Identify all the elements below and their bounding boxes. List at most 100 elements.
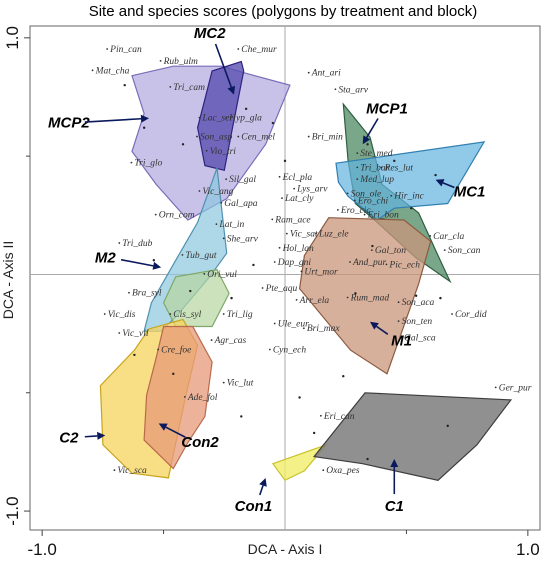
- species-point: [346, 192, 349, 195]
- species-point: [390, 194, 393, 197]
- species-label: Tri_bar: [360, 163, 389, 173]
- species-point: [181, 253, 184, 256]
- species-label: Ger_pur: [499, 383, 532, 393]
- species-point: [106, 48, 109, 50]
- label-arrowhead: [362, 135, 371, 145]
- polygon-m1: [298, 217, 432, 375]
- species-label: Vic_sat: [290, 230, 318, 240]
- species-point: [400, 336, 402, 339]
- species-label: Hol_lan: [282, 244, 314, 254]
- polygon-label-con2: Con2: [181, 434, 219, 451]
- species-point: [222, 381, 225, 384]
- species-point: [307, 71, 310, 74]
- species-label: Agr_cas: [214, 336, 247, 346]
- species-label: Bri_min: [312, 133, 343, 143]
- chart-title: Site and species scores (polygons by tre…: [89, 3, 478, 20]
- species-label: Vio_tri: [210, 147, 237, 157]
- species-point: [203, 272, 206, 275]
- species-point: [237, 48, 240, 50]
- species-point: [215, 223, 218, 226]
- species-label: Cyn_ech: [273, 346, 306, 356]
- species-labels: Pin_can Rub_ulm Che_mur Mat_cha Tri_cam Ant_a…: [91, 45, 532, 476]
- species-label: Hir_inc: [393, 192, 424, 202]
- species-label: Sta_arv: [338, 85, 368, 95]
- species-label: Ori_vul: [207, 270, 237, 280]
- species-point: [103, 313, 106, 315]
- species-label: Rum_mad: [350, 293, 390, 303]
- site-point: [439, 296, 442, 300]
- species-point: [315, 232, 317, 235]
- species-label: Oxa_pes: [326, 466, 360, 476]
- species-point: [443, 249, 446, 252]
- species-point: [222, 313, 225, 315]
- species-label: Urt_mor: [304, 267, 338, 277]
- polygon-label-m2: M2: [95, 250, 116, 267]
- species-point: [356, 178, 359, 181]
- species-point: [225, 178, 228, 181]
- species-label: Ule_eur: [278, 320, 309, 330]
- species-label: Tri_glo: [134, 159, 162, 169]
- species-label: Che_mur: [241, 45, 277, 55]
- site-point: [312, 431, 316, 435]
- species-label: Ade_fol: [187, 392, 218, 403]
- polygon-label-m1: M1: [391, 332, 412, 349]
- label-arrowhead: [158, 423, 168, 431]
- label-arrow: [165, 426, 186, 438]
- species-point: [336, 209, 339, 211]
- species-point: [370, 249, 373, 252]
- site-point: [393, 159, 396, 163]
- species-label: Dap_gni: [277, 258, 312, 268]
- site-point: [181, 143, 185, 146]
- species-point: [319, 414, 322, 417]
- x-tick-label: -1.0: [27, 540, 56, 559]
- polygon-labels: MC2 MCP2 MCP1 MC1 M2 M1 C2 Con2 Con1 C1: [48, 25, 485, 515]
- species-point: [130, 161, 133, 164]
- species-label: Vic_lut: [227, 379, 254, 389]
- species-point: [198, 116, 201, 119]
- species-label: Ero_chi: [357, 196, 389, 206]
- species-point: [118, 332, 121, 334]
- site-point: [142, 126, 146, 129]
- species-label: Cis_syl: [173, 310, 201, 320]
- site-point: [133, 353, 136, 357]
- species-point: [154, 213, 157, 216]
- species-point: [385, 263, 388, 266]
- species-point: [397, 301, 400, 304]
- species-label: Son_asp: [200, 133, 232, 143]
- species-label: Ecl_pla: [282, 173, 313, 183]
- species-point: [380, 166, 383, 169]
- species-label: Eri_bon: [367, 211, 399, 221]
- species-label: Tri_lig: [227, 310, 253, 320]
- label-arrowhead: [370, 321, 379, 330]
- species-point: [196, 135, 198, 138]
- species-label: Luz_ele: [318, 230, 349, 240]
- species-label: Gal_sca: [404, 334, 436, 344]
- species-label: Car_cla: [433, 232, 464, 242]
- species-point: [349, 261, 351, 263]
- label-arrowhead: [259, 477, 267, 487]
- species-point: [169, 313, 172, 315]
- species-point: [91, 69, 94, 72]
- species-point: [302, 327, 305, 330]
- label-arrowhead: [140, 114, 149, 123]
- x-axis-label: DCA - Axis I: [248, 541, 323, 557]
- species-point: [300, 270, 303, 273]
- species-label: Son_aca: [402, 298, 435, 308]
- species-label: She_arv: [227, 234, 259, 244]
- species-point: [451, 313, 453, 315]
- species-label: Lat_in: [218, 220, 244, 230]
- species-label: Med_lup: [359, 175, 394, 185]
- site-point: [366, 143, 369, 146]
- species-point: [271, 218, 274, 221]
- species-label: Vic_vil: [122, 329, 149, 339]
- polygon-con1: [271, 443, 329, 482]
- site-points: [123, 83, 449, 461]
- species-label: Res_lut: [384, 163, 414, 173]
- species-label: Ant_ari: [311, 69, 341, 79]
- label-arrow: [366, 118, 379, 138]
- species-label: Son_ten: [402, 317, 433, 327]
- polygon-c1: [312, 392, 513, 481]
- site-point: [244, 107, 248, 111]
- species-label: Bri_max: [307, 324, 341, 334]
- species-label: Bra_syl: [132, 289, 162, 299]
